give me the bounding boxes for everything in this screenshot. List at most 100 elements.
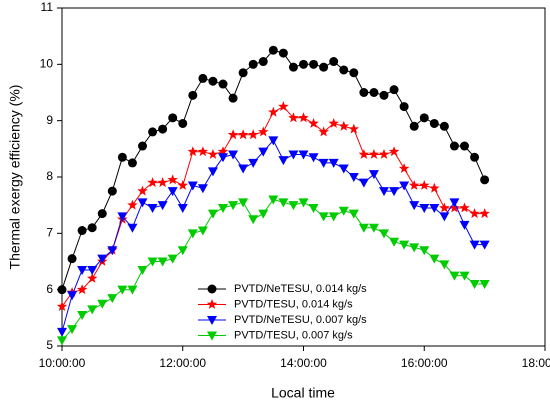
marker <box>167 187 178 197</box>
marker <box>388 146 400 157</box>
marker <box>258 147 269 157</box>
marker <box>207 331 217 341</box>
marker <box>97 209 107 219</box>
x-tick-label: 14:00:00 <box>280 356 327 370</box>
marker <box>439 202 450 213</box>
marker <box>389 85 399 95</box>
marker <box>449 271 460 281</box>
marker <box>117 152 127 162</box>
marker <box>368 149 380 159</box>
marker <box>67 325 78 335</box>
legend-label: PVTD/NeTESU, 0.014 kg/s <box>234 283 367 295</box>
marker <box>237 129 249 140</box>
y-tick-label: 7 <box>46 226 53 240</box>
marker <box>87 223 97 233</box>
marker <box>358 223 369 233</box>
marker <box>368 223 379 233</box>
marker <box>288 201 299 211</box>
marker <box>208 76 218 86</box>
marker <box>227 129 239 140</box>
marker <box>127 285 138 295</box>
marker <box>57 285 67 295</box>
marker <box>218 79 228 89</box>
marker <box>57 327 67 337</box>
marker <box>409 201 420 211</box>
marker <box>429 254 440 264</box>
marker <box>378 149 390 159</box>
marker <box>399 240 410 250</box>
marker <box>389 237 400 247</box>
y-tick-label: 8 <box>46 169 53 183</box>
marker <box>368 170 379 180</box>
marker <box>107 246 118 256</box>
marker <box>127 158 137 168</box>
marker <box>167 174 178 185</box>
marker <box>238 164 249 174</box>
marker <box>177 180 188 190</box>
y-tick-label: 10 <box>40 57 54 71</box>
marker <box>328 158 339 168</box>
marker <box>358 149 370 159</box>
marker <box>228 201 239 211</box>
marker <box>288 112 299 123</box>
marker <box>57 336 67 346</box>
marker <box>248 215 259 225</box>
marker <box>268 195 279 205</box>
marker <box>469 240 480 250</box>
marker <box>188 90 198 100</box>
marker <box>238 68 248 78</box>
marker <box>77 226 87 236</box>
marker <box>338 164 349 174</box>
marker <box>197 184 208 194</box>
marker <box>419 113 429 123</box>
marker <box>419 203 430 213</box>
series-line <box>61 49 486 290</box>
legend-label: PVTD/NeTESU, 0.007 kg/s <box>234 314 367 326</box>
marker <box>268 136 279 146</box>
marker <box>409 180 420 190</box>
marker <box>107 294 118 304</box>
marker <box>409 243 420 253</box>
marker <box>107 186 117 196</box>
marker <box>298 198 309 208</box>
marker <box>329 57 339 67</box>
marker <box>479 280 490 290</box>
marker <box>379 90 389 100</box>
marker <box>348 173 359 182</box>
marker <box>479 240 490 250</box>
marker <box>157 177 168 188</box>
marker <box>278 156 289 166</box>
marker <box>309 59 319 69</box>
marker <box>117 212 128 222</box>
marker <box>308 153 319 163</box>
marker <box>198 73 208 83</box>
marker <box>87 265 98 275</box>
marker <box>318 158 329 168</box>
marker <box>248 158 259 168</box>
marker <box>218 203 228 213</box>
x-tick-label: 16:00:00 <box>401 356 448 370</box>
marker <box>379 187 389 197</box>
marker <box>439 212 450 222</box>
marker <box>278 101 289 111</box>
marker <box>358 178 369 188</box>
marker <box>97 254 108 264</box>
marker <box>77 311 88 321</box>
marker <box>359 88 369 97</box>
marker <box>167 254 178 264</box>
marker <box>308 203 319 213</box>
marker <box>439 121 449 131</box>
marker <box>147 203 158 213</box>
marker <box>469 280 480 290</box>
x-tick-label: 18:00:00 <box>522 356 550 370</box>
y-tick-label: 9 <box>46 113 53 127</box>
marker <box>449 141 459 151</box>
marker <box>409 121 419 131</box>
marker <box>328 118 339 128</box>
marker <box>328 212 339 222</box>
marker <box>459 271 470 281</box>
marker <box>207 149 219 159</box>
marker <box>187 146 198 157</box>
marker <box>258 126 269 137</box>
